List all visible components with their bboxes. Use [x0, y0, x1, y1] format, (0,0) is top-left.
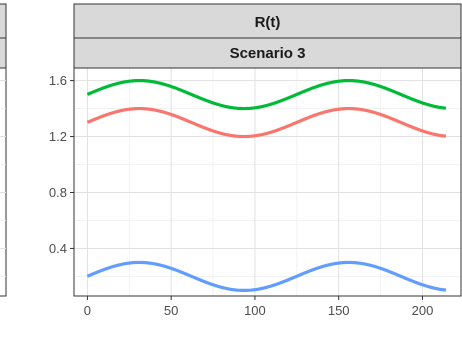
- strip-top: [73, 3, 462, 39]
- y-axis: 0.4 0.8 1.2 1.6: [49, 73, 74, 256]
- y-tick-label: 1.2: [49, 129, 67, 144]
- strip-bottom-label: Scenario 3: [230, 45, 306, 62]
- series-line: [86, 260, 447, 292]
- series-line: [86, 78, 447, 111]
- x-tick-label: 100: [244, 303, 266, 318]
- grid: [74, 68, 461, 296]
- series-lines: [86, 78, 447, 292]
- strip-top-label: R(t): [255, 14, 281, 31]
- right-panel: R(t) Scenario 3 0.4 0.8 1.2 1.6 0 50 100 150 20…: [49, 3, 462, 318]
- y-tick-label: 0.4: [49, 241, 67, 256]
- left-panel-grid: [0, 80, 6, 277]
- x-axis: 0 50 100 150 200: [84, 296, 434, 318]
- left-strip-top: [0, 3, 7, 39]
- x-tick-label: 50: [164, 303, 178, 318]
- panel-border: [73, 67, 462, 297]
- left-panel-border: [0, 67, 7, 297]
- x-tick-label: 200: [412, 303, 434, 318]
- left-panel: [0, 3, 7, 297]
- left-strip-bottom: [0, 37, 7, 69]
- y-tick-label: 1.6: [49, 73, 67, 88]
- series-line: [86, 106, 447, 139]
- x-tick-label: 0: [84, 303, 91, 318]
- x-tick-label: 150: [328, 303, 350, 318]
- y-tick-label: 0.8: [49, 185, 67, 200]
